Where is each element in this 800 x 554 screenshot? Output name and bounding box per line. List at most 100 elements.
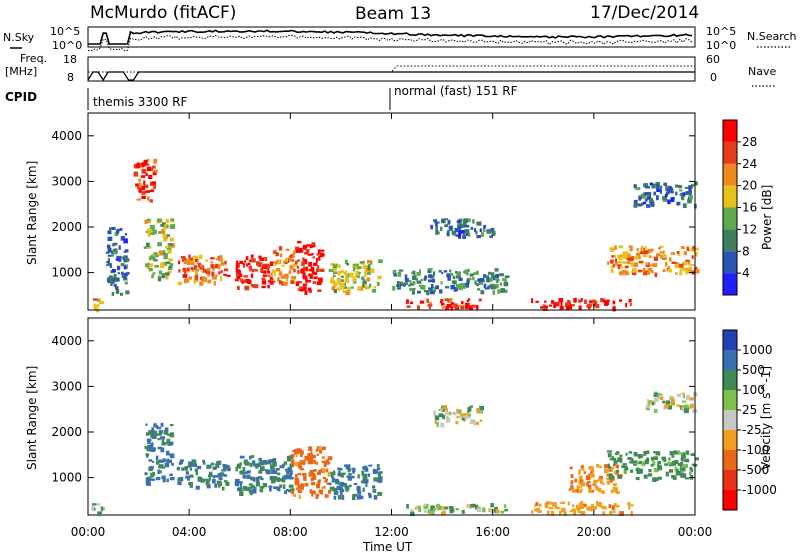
colorbar-tick-label: 500 [742,363,765,377]
power-cell [685,269,689,275]
velocity-cell [255,464,259,469]
velocity-cell [604,464,609,469]
velocity-cell [300,483,305,487]
velocity-cell [322,469,327,473]
power-cell [502,278,507,281]
power-cell [659,251,665,254]
velocity-cell [625,452,628,456]
power-cell [317,265,320,269]
velocity-cell [341,494,345,500]
power-cell [239,273,243,278]
power-cell [428,289,433,292]
power-cell [397,272,402,277]
power-cell [297,269,300,274]
power-cell [642,201,647,205]
power-cell [458,218,463,222]
power-cell [197,262,202,268]
power-cell [166,224,169,229]
velocity-cell [243,471,249,474]
power-cell [589,300,593,304]
velocity-cell [239,490,242,496]
velocity-cell [286,489,290,492]
power-cell [677,253,681,256]
power-cell [210,257,215,260]
velocity-cell [340,473,345,478]
power-cell [283,274,289,279]
power-cell [463,220,467,225]
power-cell [291,259,295,262]
velocity-cell [537,509,542,513]
velocity-cell [437,505,442,511]
power-cell [193,265,197,271]
velocity-cell [328,482,332,486]
power-cell [440,302,445,306]
power-cell [459,221,463,224]
power-cell [302,286,307,291]
power-cell [236,260,239,264]
velocity-cell [579,468,585,471]
power-cell [468,305,474,311]
power-cell [486,229,492,234]
velocity-cell [298,494,301,500]
power-cell [665,261,668,267]
power-cell [417,290,421,294]
velocity-cell [258,462,263,465]
velocity-cell [349,484,352,488]
power-cell [142,163,146,167]
velocity-cell [311,492,314,497]
velocity-cell [595,486,599,491]
power-cell [453,281,456,285]
colorbar-tick-label: 28 [742,135,757,149]
velocity-cell [653,451,656,454]
power-cell [336,263,339,266]
xtick-label: 20:00 [577,525,612,539]
power-cell [632,268,637,273]
power-cell [483,285,487,289]
velocity-cell [333,490,339,495]
velocity-cell [580,500,584,504]
velocity-cell [689,403,694,409]
power-cell [148,167,153,171]
velocity-cell [677,463,681,466]
velocity-cell [628,504,631,510]
power-cell [337,264,341,268]
power-cell [189,261,195,265]
power-cell [491,275,497,281]
velocity-cell [652,460,656,466]
velocity-cell [664,463,668,466]
velocity-cell [372,469,377,475]
velocity-cell [189,483,193,488]
power-cell [261,277,266,281]
time-xaxis: 00:00 04:00 08:00 12:00 16:00 20:00 00:00 [71,113,712,539]
velocity-cell [607,450,612,453]
velocity-cell [301,486,304,490]
power-cell [115,258,120,261]
velocity-cell [648,469,652,473]
power-cell [427,268,431,271]
power-cell [120,292,123,296]
velocity-cell [169,441,174,446]
power-cell [455,271,458,274]
power-cell [333,282,338,287]
velocity-cell [334,478,339,483]
power-cell [489,278,492,282]
velocity-cell [333,495,337,500]
power-cell [336,287,340,290]
velocity-cell [682,456,687,461]
power-cell [167,270,172,274]
velocity-cell [444,506,449,510]
power-cell [476,221,479,226]
velocity-cell [681,392,685,395]
power-cell [345,276,349,282]
power-cell [464,224,470,228]
velocity-cell [667,405,673,410]
velocity-cell [288,484,294,488]
velocity-cell [327,471,332,477]
power-cell [377,275,382,280]
power-cell [612,300,616,305]
power-cell [450,306,453,311]
power-cell [565,305,569,310]
velocity-cell [687,405,690,410]
power-cell [675,262,679,265]
